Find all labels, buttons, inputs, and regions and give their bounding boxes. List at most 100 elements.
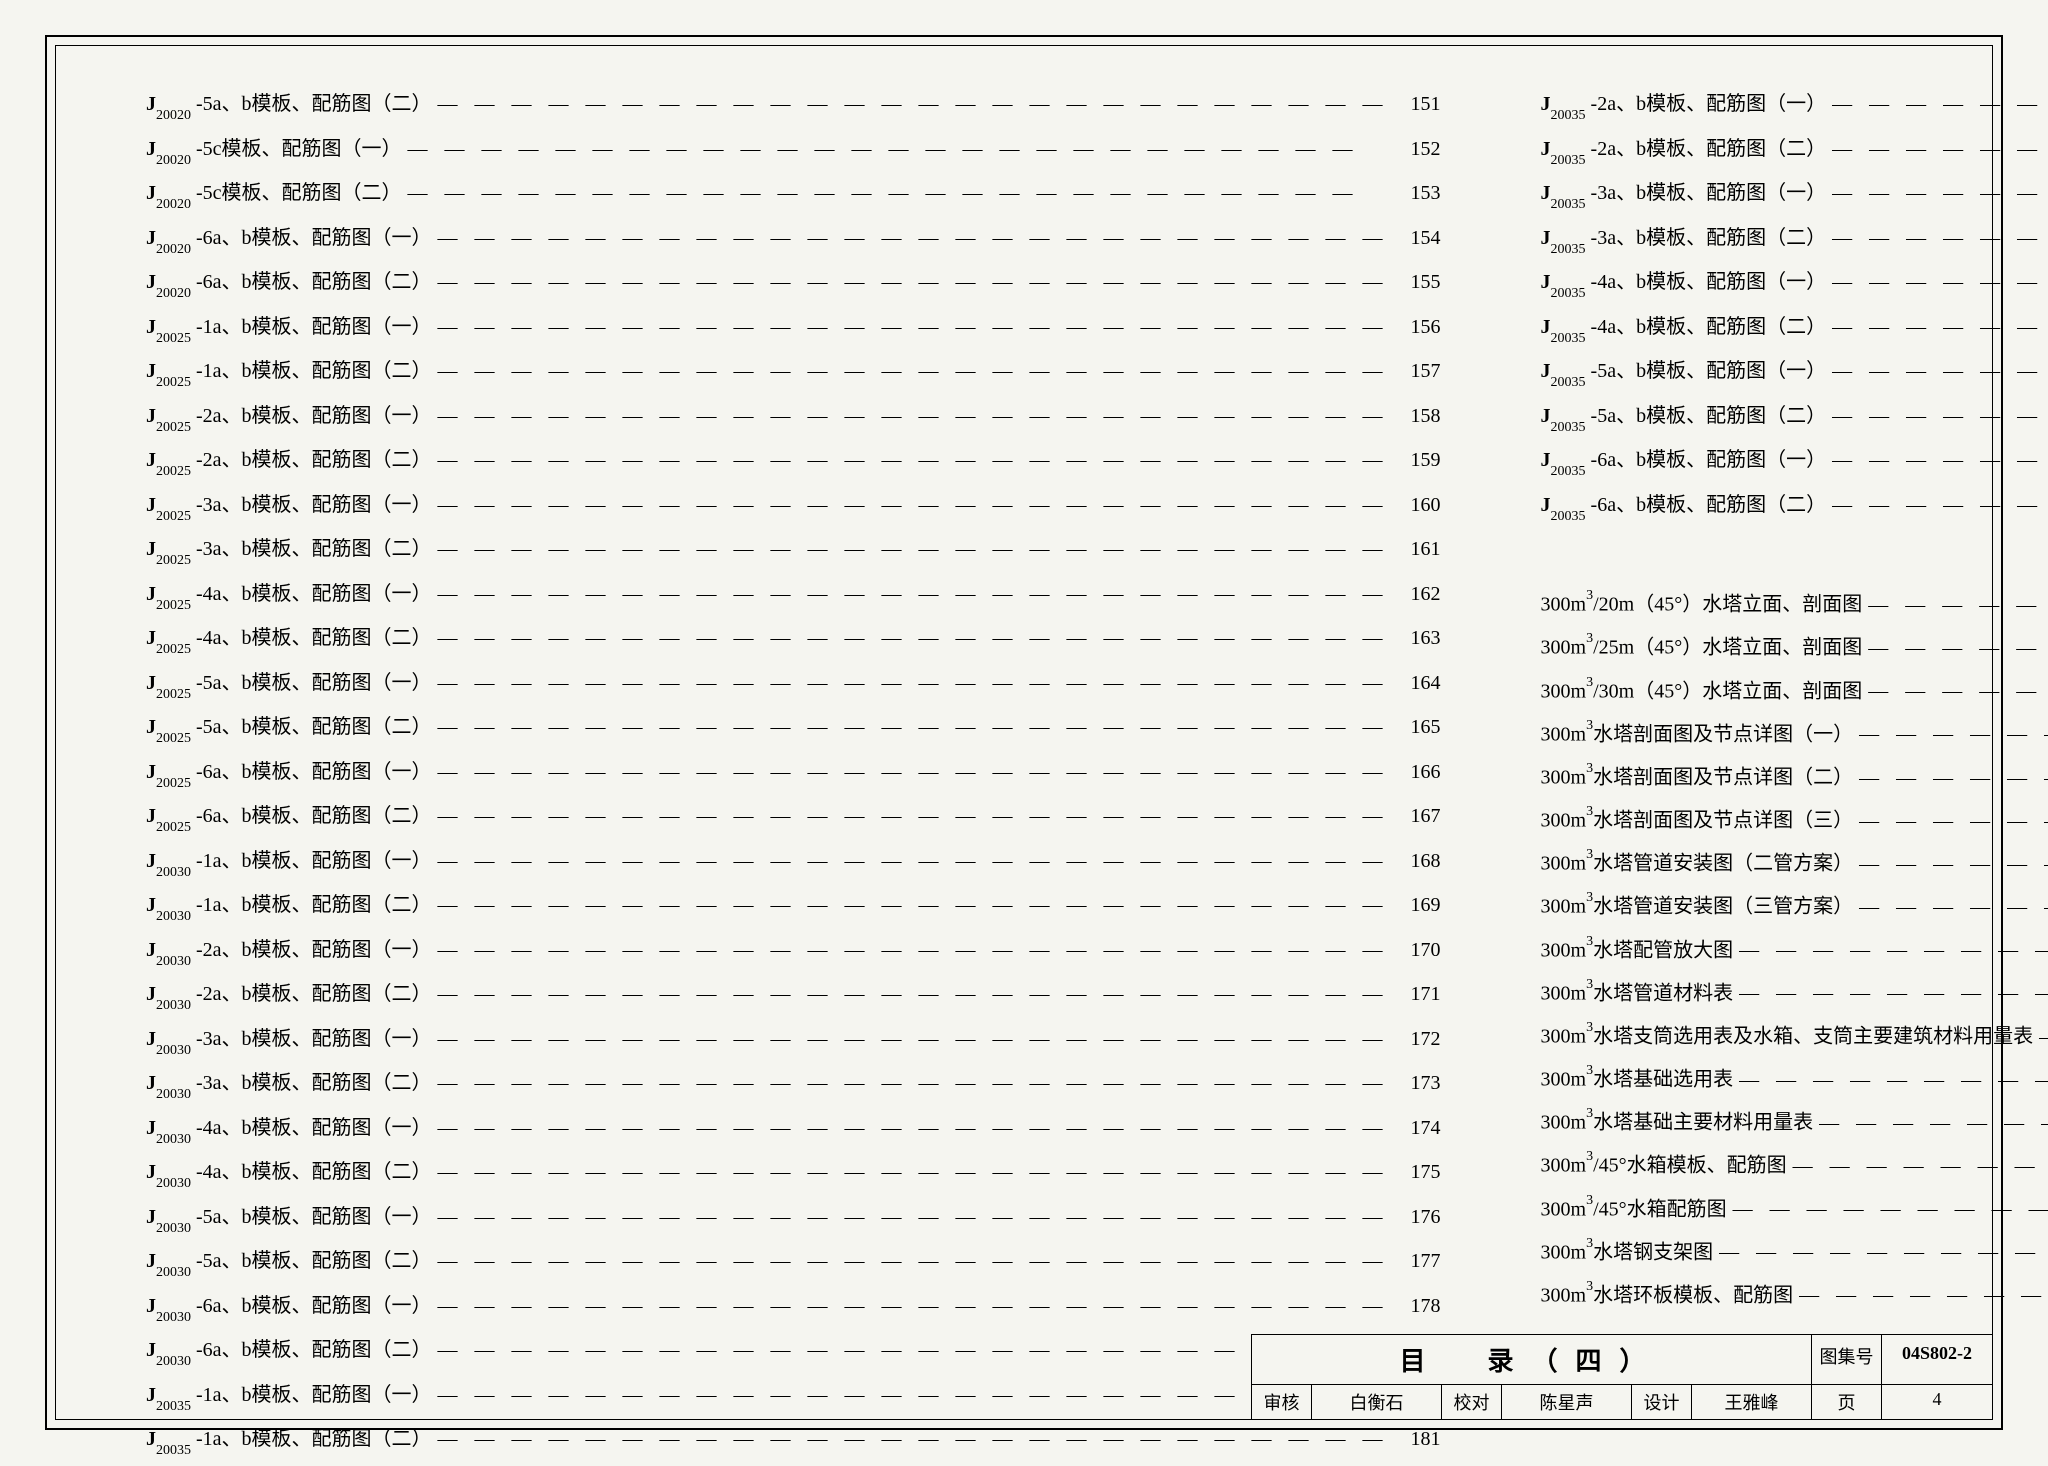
toc-page: 159: [1395, 442, 1441, 480]
toc-label: J20030 -2a、b模板、配筋图（一）: [146, 932, 432, 977]
toc-page: 154: [1395, 220, 1441, 258]
toc-row: 300m3水塔剖面图及节点详图（一）— — — — — — — — — — — …: [1541, 711, 2048, 754]
toc-label: J20035 -6a、b模板、配筋图（一）: [1541, 442, 1827, 487]
toc-label: J20030 -5a、b模板、配筋图（二）: [146, 1243, 432, 1288]
toc-row: J20020 -5a、b模板、配筋图（二）— — — — — — — — — —…: [146, 86, 1441, 131]
toc-leader: — — — — — — — — — — — — — — — — — — — — …: [432, 976, 1395, 1014]
toc-label: 300m3/30m（45°）水塔立面、剖面图: [1541, 668, 1863, 711]
toc-page: 166: [1395, 754, 1441, 792]
design-label: 设计: [1632, 1385, 1692, 1419]
toc-leader: — — — — — — — — — — — — — — — — — — — — …: [432, 887, 1395, 925]
toc-label: J20035 -5a、b模板、配筋图（一）: [1541, 353, 1827, 398]
toc-leader: — — — — — — — — — — — — — — — — — — — — …: [1733, 1062, 2048, 1100]
toc-label: J20035 -3a、b模板、配筋图（一）: [1541, 175, 1827, 220]
toc-row: J20030 -1a、b模板、配筋图（一）— — — — — — — — — —…: [146, 843, 1441, 888]
section-heading: 300m3钢筋混凝土倒锥壳不保温水塔: [1541, 531, 2048, 581]
toc-leader: — — — — — — — — — — — — — — — — — — — — …: [432, 1199, 1395, 1237]
toc-row: J20030 -2a、b模板、配筋图（二）— — — — — — — — — —…: [146, 976, 1441, 1021]
toc-leader: — — — — — — — — — — — — — — — — — — — — …: [1826, 220, 2048, 258]
toc-label: 300m3/20m（45°）水塔立面、剖面图: [1541, 581, 1863, 624]
toc-right-column: J20035 -2a、b模板、配筋图（一）— — — — — — — — — —…: [1541, 86, 2048, 1309]
toc-row: J20030 -4a、b模板、配筋图（二）— — — — — — — — — —…: [146, 1154, 1441, 1199]
toc-row: 300m3水塔管道安装图（二管方案）— — — — — — — — — — — …: [1541, 840, 2048, 883]
toc-label: J20030 -4a、b模板、配筋图（二）: [146, 1154, 432, 1199]
toc-row: 300m3/45°水箱模板、配筋图— — — — — — — — — — — —…: [1541, 1142, 2048, 1185]
page-inner-frame: J20020 -5a、b模板、配筋图（二）— — — — — — — — — —…: [55, 45, 1993, 1420]
page-outer-frame: J20020 -5a、b模板、配筋图（二）— — — — — — — — — —…: [45, 35, 2003, 1430]
toc-row: J20035 -4a、b模板、配筋图（二）— — — — — — — — — —…: [1541, 309, 2048, 354]
toc-row: J20035 -6a、b模板、配筋图（一）— — — — — — — — — —…: [1541, 442, 2048, 487]
toc-label: J20020 -5c模板、配筋图（二）: [146, 175, 402, 220]
toc-page: 177: [1395, 1243, 1441, 1281]
toc-leader: — — — — — — — — — — — — — — — — — — — — …: [1826, 353, 2048, 391]
toc-page: 170: [1395, 932, 1441, 970]
toc-label: J20035 -5a、b模板、配筋图（二）: [1541, 398, 1827, 443]
toc-row: J20020 -5c模板、配筋图（二）— — — — — — — — — — —…: [146, 175, 1441, 220]
toc-row: J20030 -6a、b模板、配筋图（二）— — — — — — — — — —…: [146, 1332, 1441, 1377]
toc-label: 300m3水塔基础选用表: [1541, 1056, 1734, 1099]
toc-row: 300m3水塔支筒选用表及水箱、支筒主要建筑材料用量表— — — — — — —…: [1541, 1013, 2048, 1056]
toc-leader: — — — — — — — — — — — — — — — — — — — — …: [432, 1154, 1395, 1192]
toc-label: J20030 -3a、b模板、配筋图（二）: [146, 1065, 432, 1110]
toc-leader: — — — — — — — — — — — — — — — — — — — — …: [432, 1110, 1395, 1148]
title-block-top: 目 录（四） 图集号 04S802-2: [1252, 1335, 1992, 1385]
toc-page: 155: [1395, 264, 1441, 302]
toc-label: 300m3水塔配管放大图: [1541, 927, 1734, 970]
toc-page: 172: [1395, 1021, 1441, 1059]
toc-row: J20030 -3a、b模板、配筋图（一）— — — — — — — — — —…: [146, 1021, 1441, 1066]
toc-leader: — — — — — — — — — — — — — — — — — — — — …: [1826, 86, 2048, 124]
toc-label: J20035 -4a、b模板、配筋图（二）: [1541, 309, 1827, 354]
toc-leader: — — — — — — — — — — — — — — — — — — — — …: [1826, 487, 2048, 525]
toc-label: J20035 -4a、b模板、配筋图（一）: [1541, 264, 1827, 309]
toc-page: 152: [1395, 131, 1441, 169]
toc-row: J20030 -1a、b模板、配筋图（二）— — — — — — — — — —…: [146, 887, 1441, 932]
toc-row: J20030 -5a、b模板、配筋图（二）— — — — — — — — — —…: [146, 1243, 1441, 1288]
toc-label: J20025 -3a、b模板、配筋图（二）: [146, 531, 432, 576]
toc-leader: — — — — — — — — — — — — — — — — — — — — …: [432, 620, 1395, 658]
toc-row: J20035 -2a、b模板、配筋图（一）— — — — — — — — — —…: [1541, 86, 2048, 131]
toc-label: J20025 -3a、b模板、配筋图（一）: [146, 487, 432, 532]
toc-page: 181: [1395, 1421, 1441, 1459]
toc-label: J20030 -6a、b模板、配筋图（一）: [146, 1288, 432, 1333]
toc-row: J20030 -6a、b模板、配筋图（一）— — — — — — — — — —…: [146, 1288, 1441, 1333]
toc-page: 158: [1395, 398, 1441, 436]
toc-leader: — — — — — — — — — — — — — — — — — — — — …: [1862, 673, 2048, 711]
toc-row: J20035 -5a、b模板、配筋图（一）— — — — — — — — — —…: [1541, 353, 2048, 398]
toc-row: J20035 -5a、b模板、配筋图（二）— — — — — — — — — —…: [1541, 398, 2048, 443]
toc-label: J20025 -4a、b模板、配筋图（一）: [146, 576, 432, 621]
toc-row: 300m3水塔管道材料表— — — — — — — — — — — — — — …: [1541, 970, 2048, 1013]
toc-label: J20020 -6a、b模板、配筋图（二）: [146, 264, 432, 309]
toc-label: J20035 -1a、b模板、配筋图（二）: [146, 1421, 432, 1466]
toc-row: 300m3/20m（45°）水塔立面、剖面图— — — — — — — — — …: [1541, 581, 2048, 624]
toc-row: J20030 -3a、b模板、配筋图（二）— — — — — — — — — —…: [146, 1065, 1441, 1110]
toc-leader: — — — — — — — — — — — — — — — — — — — — …: [432, 353, 1395, 391]
review-label: 审核: [1252, 1385, 1312, 1419]
toc-row: J20025 -6a、b模板、配筋图（一）— — — — — — — — — —…: [146, 754, 1441, 799]
toc-label: J20025 -4a、b模板、配筋图（二）: [146, 620, 432, 665]
toc-page: 162: [1395, 576, 1441, 614]
toc-row: 300m3水塔钢支架图— — — — — — — — — — — — — — —…: [1541, 1229, 2048, 1272]
toc-leader: — — — — — — — — — — — — — — — — — — — — …: [402, 175, 1395, 213]
toc-leader: — — — — — — — — — — — — — — — — — — — — …: [432, 576, 1395, 614]
toc-row: 300m3水塔剖面图及节点详图（三）— — — — — — — — — — — …: [1541, 797, 2048, 840]
toc-label: J20025 -5a、b模板、配筋图（一）: [146, 665, 432, 710]
toc-label: 300m3水塔管道安装图（三管方案）: [1541, 883, 1854, 926]
toc-row: J20025 -2a、b模板、配筋图（一）— — — — — — — — — —…: [146, 398, 1441, 443]
toc-leader: — — — — — — — — — — — — — — — — — — — — …: [1826, 131, 2048, 169]
toc-leader: — — — — — — — — — — — — — — — — — — — — …: [432, 1065, 1395, 1103]
toc-row: J20035 -6a、b模板、配筋图（二）— — — — — — — — — —…: [1541, 487, 2048, 532]
toc-row: J20020 -5c模板、配筋图（一）— — — — — — — — — — —…: [146, 131, 1441, 176]
toc-leader: — — — — — — — — — — — — — — — — — — — — …: [432, 1243, 1395, 1281]
toc-label: J20025 -6a、b模板、配筋图（一）: [146, 754, 432, 799]
toc-leader: — — — — — — — — — — — — — — — — — — — — …: [432, 1021, 1395, 1059]
toc-label: J20035 -3a、b模板、配筋图（二）: [1541, 220, 1827, 265]
toc-label: J20025 -1a、b模板、配筋图（二）: [146, 353, 432, 398]
toc-row: 300m3水塔基础主要材料用量表— — — — — — — — — — — — …: [1541, 1099, 2048, 1142]
toc-columns: J20020 -5a、b模板、配筋图（二）— — — — — — — — — —…: [146, 86, 1942, 1309]
toc-leader: — — — — — — — — — — — — — — — — — — — — …: [2033, 1019, 2048, 1057]
toc-row: 300m3/25m（45°）水塔立面、剖面图— — — — — — — — — …: [1541, 624, 2048, 667]
toc-row: J20025 -6a、b模板、配筋图（二）— — — — — — — — — —…: [146, 798, 1441, 843]
toc-leader: — — — — — — — — — — — — — — — — — — — — …: [432, 932, 1395, 970]
toc-label: J20035 -6a、b模板、配筋图（二）: [1541, 487, 1827, 532]
toc-leader: — — — — — — — — — — — — — — — — — — — — …: [432, 531, 1395, 569]
